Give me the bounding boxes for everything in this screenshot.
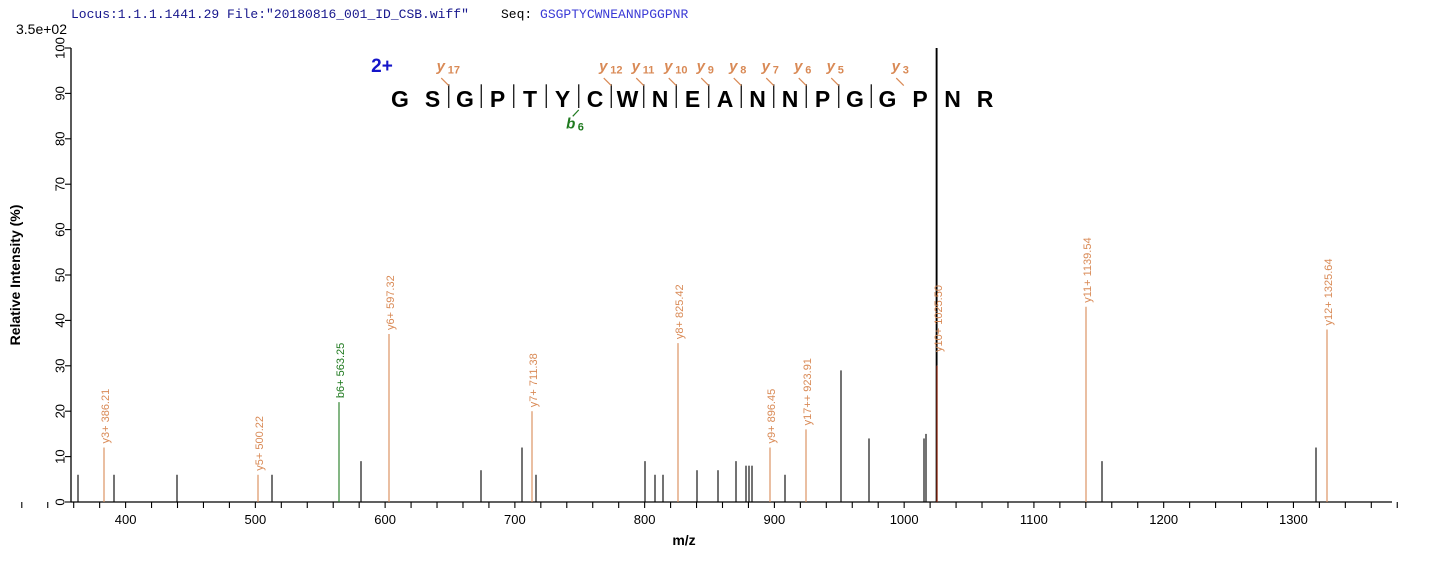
svg-text:5: 5	[838, 65, 844, 77]
svg-text:17: 17	[448, 65, 460, 77]
svg-text:y: y	[696, 58, 706, 75]
svg-text:E: E	[685, 86, 700, 112]
svg-text:0: 0	[52, 498, 67, 505]
svg-text:N: N	[944, 86, 961, 112]
svg-text:y12+ 1325.64: y12+ 1325.64	[1323, 258, 1335, 325]
svg-text:y: y	[793, 58, 803, 75]
svg-text:b6+ 563.25: b6+ 563.25	[335, 343, 347, 398]
svg-text:60: 60	[52, 222, 67, 236]
svg-text:P: P	[912, 86, 927, 112]
svg-text:1100: 1100	[1020, 512, 1048, 527]
svg-text:C: C	[587, 86, 604, 112]
svg-text:N: N	[782, 86, 799, 112]
svg-text:10: 10	[52, 449, 67, 463]
svg-text:1200: 1200	[1149, 512, 1178, 527]
svg-text:900: 900	[764, 512, 786, 527]
svg-text:W: W	[617, 86, 639, 112]
svg-text:y8+ 825.42: y8+ 825.42	[674, 284, 686, 339]
svg-text:y: y	[436, 58, 446, 75]
svg-text:T: T	[523, 86, 537, 112]
svg-text:40: 40	[52, 313, 67, 327]
svg-text:Relative Intensity (%): Relative Intensity (%)	[7, 205, 23, 346]
svg-text:R: R	[977, 86, 994, 112]
svg-text:y11+ 1139.54: y11+ 1139.54	[1082, 237, 1094, 302]
svg-text:7: 7	[773, 65, 779, 77]
svg-text:y: y	[761, 58, 771, 75]
svg-text:y: y	[826, 58, 836, 75]
svg-text:800: 800	[634, 512, 656, 527]
svg-text:G: G	[391, 86, 409, 112]
svg-text:G: G	[879, 86, 897, 112]
svg-text:P: P	[815, 86, 830, 112]
svg-text:12: 12	[610, 65, 622, 77]
svg-text:2+: 2+	[371, 56, 393, 77]
svg-text:y5+ 500.22: y5+ 500.22	[254, 416, 266, 471]
svg-text:3: 3	[903, 65, 909, 77]
svg-text:y6+ 597.32: y6+ 597.32	[385, 275, 397, 330]
svg-text:1300: 1300	[1279, 512, 1308, 527]
svg-text:80: 80	[52, 132, 67, 146]
svg-text:G: G	[456, 86, 474, 112]
svg-text:y9+ 896.45: y9+ 896.45	[766, 389, 778, 444]
svg-text:y: y	[598, 58, 608, 75]
svg-text:y10+ 1025.50: y10+ 1025.50	[933, 285, 945, 352]
svg-text:y17++ 923.91: y17++ 923.91	[802, 358, 814, 425]
svg-text:1000: 1000	[890, 512, 919, 527]
svg-text:Y: Y	[555, 86, 570, 112]
svg-text:8: 8	[740, 65, 746, 77]
svg-text:b: b	[566, 116, 575, 133]
svg-text:20: 20	[52, 404, 67, 418]
svg-text:y: y	[631, 58, 641, 75]
svg-text:y3+ 386.21: y3+ 386.21	[100, 389, 112, 444]
svg-text:G: G	[846, 86, 864, 112]
svg-text:10: 10	[675, 65, 687, 77]
svg-text:90: 90	[52, 86, 67, 100]
svg-text:y: y	[728, 58, 738, 75]
svg-text:30: 30	[52, 359, 67, 373]
svg-text:100: 100	[52, 37, 67, 59]
svg-text:S: S	[425, 86, 440, 112]
svg-text:6: 6	[805, 65, 811, 77]
svg-text:11: 11	[643, 65, 655, 77]
svg-text:N: N	[652, 86, 669, 112]
svg-text:y: y	[663, 58, 673, 75]
svg-text:50: 50	[52, 268, 67, 282]
svg-text:6: 6	[578, 122, 584, 134]
svg-text:70: 70	[52, 177, 67, 191]
svg-text:9: 9	[708, 65, 714, 77]
svg-text:400: 400	[115, 512, 137, 527]
svg-text:P: P	[490, 86, 505, 112]
svg-text:N: N	[749, 86, 766, 112]
svg-text:m/z: m/z	[672, 532, 695, 548]
svg-text:y7+ 711.38: y7+ 711.38	[528, 353, 540, 407]
svg-text:500: 500	[245, 512, 267, 527]
svg-text:y: y	[891, 58, 901, 75]
svg-text:A: A	[717, 86, 734, 112]
svg-text:700: 700	[504, 512, 526, 527]
svg-text:600: 600	[374, 512, 396, 527]
